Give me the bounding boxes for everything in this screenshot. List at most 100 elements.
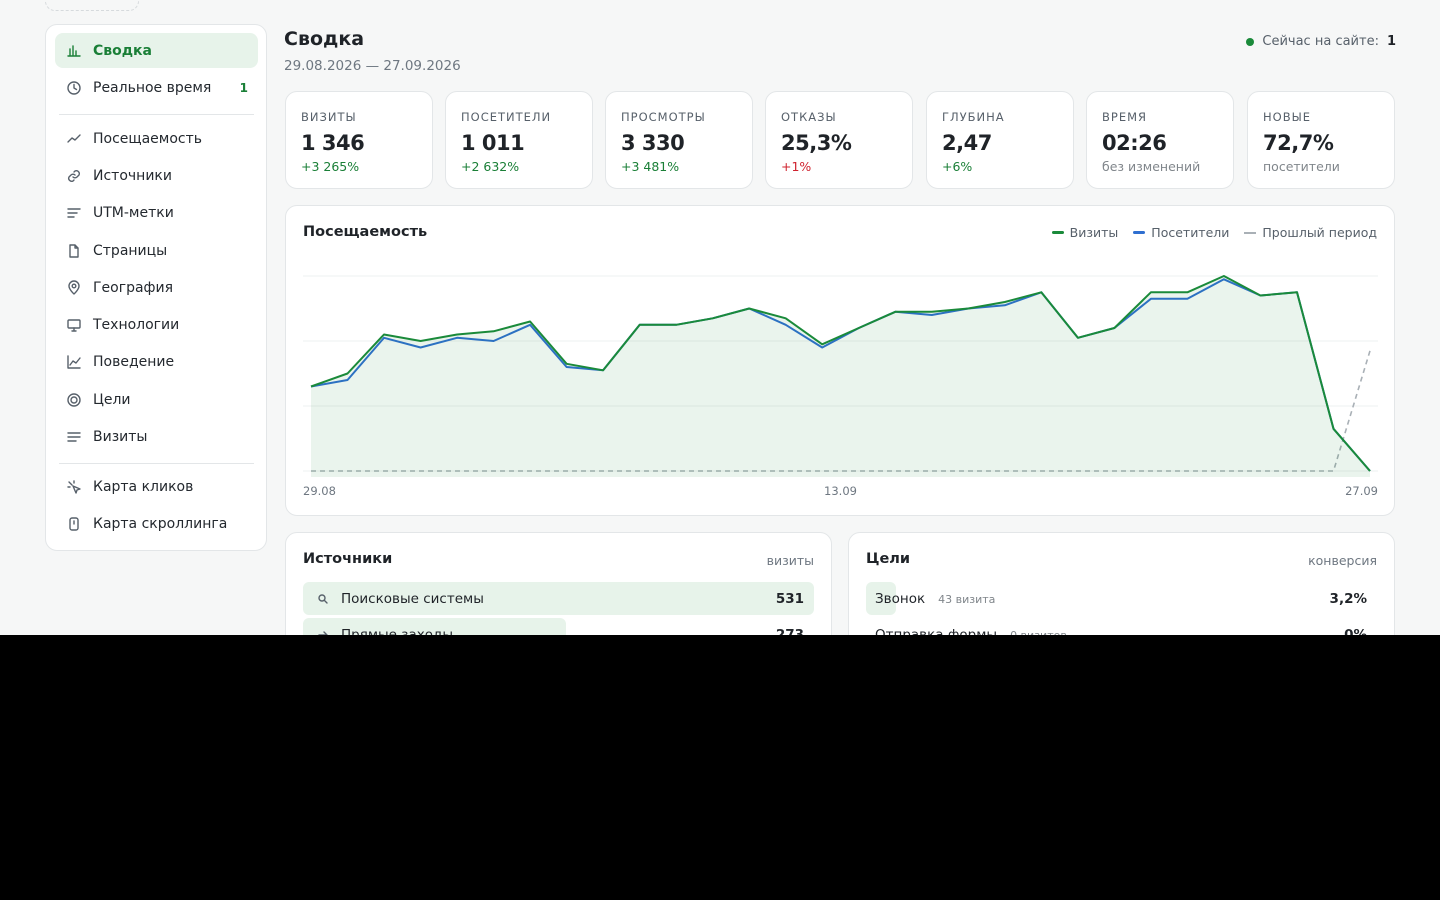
nav-item[interactable]: Поведение (55, 344, 258, 379)
series-line (310, 275, 1371, 472)
legend-label: Визиты (1069, 225, 1119, 240)
nav-item[interactable]: UTM-метки (55, 195, 258, 230)
nav-item[interactable]: География (55, 270, 258, 305)
nav-item[interactable]: Карта скроллинга (55, 506, 258, 541)
nav-item[interactable]: Страницы (55, 233, 258, 268)
goal-value: 3,2% (1329, 591, 1367, 607)
divider (59, 114, 254, 115)
kpi-card: ПРОСМОТРЫ 3 330 +3 481% (605, 91, 753, 189)
source-value: 531 (775, 591, 804, 607)
nav-label: Страницы (93, 242, 168, 259)
goal-count: 43 визита (938, 593, 996, 606)
nav-label: Технологии (93, 316, 180, 333)
kpi-delta: +3 265% (301, 159, 360, 174)
x-tick-label: 29.08 (303, 484, 336, 498)
legend-label: Посетители (1151, 225, 1230, 240)
area (311, 276, 1370, 477)
top-control[interactable] (45, 0, 139, 11)
legend-swatch (1244, 231, 1257, 234)
kpi-value: 3 330 (621, 131, 685, 155)
kpi-card: ВИЗИТЫ 1 346 +3 265% (285, 91, 433, 189)
kpi-delta: +1% (781, 159, 812, 174)
series-line (311, 350, 1371, 472)
nav-item[interactable]: Реальное время 1 (55, 70, 258, 105)
kpi-delta: +6% (942, 159, 973, 174)
nav-icon (67, 80, 81, 95)
kpi-value: 1 346 (301, 131, 365, 155)
source-row[interactable]: Поисковые системы 531 (303, 582, 814, 615)
kpi-label: НОВЫЕ (1263, 110, 1312, 124)
nav-label: UTM-метки (93, 204, 174, 221)
x-tick-label: 13.09 (824, 484, 857, 498)
legend-swatch (1133, 231, 1146, 234)
nav-item[interactable]: Сводка (55, 33, 258, 68)
series-line (310, 278, 1371, 472)
nav-label: Сводка (93, 42, 153, 59)
nav-icon (68, 169, 80, 182)
nav-label: Посещаемость (93, 130, 203, 147)
kpi-value: 02:26 (1102, 131, 1167, 155)
legend-label: Прошлый период (1262, 225, 1377, 240)
nav-icon (67, 431, 81, 442)
legend-swatch (1051, 231, 1064, 234)
kpi-delta: посетители (1263, 159, 1340, 174)
nav-item[interactable]: Посещаемость (55, 121, 258, 156)
legend-item[interactable]: Посетители (1133, 225, 1229, 240)
nav-icon (67, 354, 81, 369)
online-label: Сейчас на сайте: (1262, 34, 1379, 49)
nav-icon (67, 479, 81, 494)
nav-label: Цели (93, 391, 131, 408)
kpi-label: ОТКАЗЫ (781, 110, 837, 124)
kpi-value: 25,3% (781, 131, 852, 155)
goals-title: Цели (866, 551, 911, 567)
nav-icon (67, 392, 81, 407)
nav-icon (67, 318, 81, 332)
kpi-delta: без изменений (1102, 159, 1201, 174)
goals-column: конверсия (1308, 553, 1377, 568)
kpi-label: ПРОСМОТРЫ (621, 110, 706, 124)
goal-text: Звонок 43 визита (875, 591, 995, 607)
chart: 29.08 13.09 27.09 (303, 275, 1378, 498)
nav-label: Карта кликов (93, 478, 194, 495)
nav-icon (68, 279, 80, 295)
status-dot (1246, 37, 1255, 46)
kpi-card: НОВЫЕ 72,7% посетители (1247, 91, 1395, 189)
sidebar: Сводка Реальное время 1 Посещаемость Источни… (45, 24, 267, 551)
source-bar (303, 582, 814, 615)
source-icon (318, 594, 328, 604)
nav-label: Реальное время (93, 79, 212, 96)
sources-title: Источники (303, 551, 393, 567)
legend-item[interactable]: Прошлый период (1244, 225, 1377, 240)
nav-badge: 1 (239, 80, 248, 95)
nav-item[interactable]: Карта кликов (55, 469, 258, 504)
kpi-label: ГЛУБИНА (942, 110, 1005, 124)
page-title: Сводка (284, 28, 365, 50)
legend: Визиты Посетители Прошлый период (1037, 225, 1377, 240)
kpi-label: ВРЕМЯ (1102, 110, 1148, 124)
online-indicator: Сейчас на сайте: 1 (1246, 34, 1396, 49)
nav-label: Визиты (93, 428, 148, 445)
sources-column: визиты (766, 553, 814, 568)
kpi-delta: +2 632% (461, 159, 520, 174)
kpi-value: 72,7% (1263, 131, 1334, 155)
blackout (0, 635, 1440, 900)
online-value: 1 (1386, 34, 1396, 49)
legend-item[interactable]: Визиты (1051, 225, 1119, 240)
nav-icon (67, 44, 81, 57)
nav-item[interactable]: Технологии (55, 307, 258, 342)
nav-item[interactable]: Источники (55, 158, 258, 193)
nav-icon (67, 207, 81, 218)
nav-label: География (93, 279, 174, 296)
x-tick-label: 27.09 (1345, 484, 1378, 498)
goal-row[interactable]: Звонок 43 визита 3,2% (866, 582, 1377, 615)
goal-label: Звонок (875, 591, 926, 607)
kpi-card: ПОСЕТИТЕЛИ 1 011 +2 632% (445, 91, 593, 189)
kpi-card: ОТКАЗЫ 25,3% +1% (765, 91, 913, 189)
nav-label: Поведение (93, 353, 175, 370)
divider (59, 463, 254, 464)
nav-item[interactable]: Цели (55, 382, 258, 417)
nav-icon (69, 516, 79, 531)
nav-item[interactable]: Визиты (55, 419, 258, 454)
